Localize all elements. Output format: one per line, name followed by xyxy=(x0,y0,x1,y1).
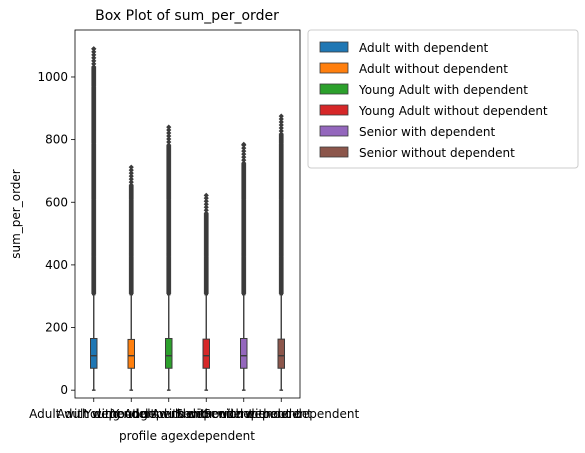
y-tick-label: 1000 xyxy=(37,70,68,84)
outlier-point xyxy=(91,61,97,67)
legend-swatch xyxy=(319,62,349,74)
outlier-point xyxy=(166,124,172,130)
outlier-points xyxy=(166,124,172,296)
y-tick-label: 0 xyxy=(60,383,68,397)
outlier-point xyxy=(128,176,134,182)
outlier-point xyxy=(278,119,284,125)
outlier-point xyxy=(203,204,209,210)
x-tick-label: Senior with dependent xyxy=(176,407,313,421)
legend-frame xyxy=(307,29,579,169)
outlier-point xyxy=(166,127,172,133)
outlier-point xyxy=(128,182,134,188)
legend-label: Adult without dependent xyxy=(359,62,508,76)
box-body xyxy=(127,338,135,369)
box-6 xyxy=(277,113,285,391)
outlier-points xyxy=(128,164,134,296)
outlier-point xyxy=(91,46,97,52)
legend: Adult with dependent Adult without depend… xyxy=(307,29,579,169)
box-2 xyxy=(127,164,135,391)
x-tick-label: Young Adult with dependent xyxy=(83,407,253,421)
outlier-point xyxy=(278,122,284,128)
outlier-point xyxy=(91,52,97,58)
x-tick-label: Adult without dependent xyxy=(57,407,206,421)
outlier-point xyxy=(166,133,172,139)
outlier-point xyxy=(278,116,284,122)
legend-label: Senior without dependent xyxy=(359,146,515,160)
legend-swatch xyxy=(319,146,349,158)
outlier-point xyxy=(241,141,247,147)
y-tick-label: 200 xyxy=(45,321,68,335)
outlier-point xyxy=(203,198,209,204)
y-tick-label: 800 xyxy=(45,133,68,147)
y-tick-label: 400 xyxy=(45,258,68,272)
box-body xyxy=(165,337,173,369)
outlier-points xyxy=(203,192,209,296)
outlier-point xyxy=(91,55,97,61)
box-body xyxy=(240,337,248,369)
legend-swatch xyxy=(319,104,349,116)
plot-frame xyxy=(74,29,301,399)
outlier-point xyxy=(278,113,284,119)
outlier-point xyxy=(128,179,134,185)
x-tick-label: Senior without dependent xyxy=(203,407,359,421)
outlier-point xyxy=(166,136,172,142)
box-1 xyxy=(90,46,98,391)
legend-label: Adult with dependent xyxy=(359,41,489,55)
outlier-point xyxy=(241,151,247,157)
outlier-point xyxy=(278,125,284,131)
outlier-point xyxy=(128,170,134,176)
box-body xyxy=(90,337,98,369)
outlier-point xyxy=(203,192,209,198)
outlier-point xyxy=(278,131,284,137)
outlier-points xyxy=(241,141,247,296)
outlier-points xyxy=(91,46,97,296)
outlier-point xyxy=(203,210,209,216)
outlier-point xyxy=(241,145,247,151)
outlier-point xyxy=(203,207,209,213)
outlier-point xyxy=(241,154,247,160)
box-3 xyxy=(165,124,173,391)
outlier-point xyxy=(128,164,134,170)
outlier-point xyxy=(91,64,97,70)
outlier-point xyxy=(278,128,284,134)
outlier-point xyxy=(241,157,247,163)
outlier-point xyxy=(203,195,209,201)
x-axis-label: profile agexdependent xyxy=(119,429,255,443)
outlier-point xyxy=(166,139,172,145)
outlier-points xyxy=(278,113,284,296)
x-tick-label: Young Adult without dependent xyxy=(111,407,301,421)
outlier-point xyxy=(128,167,134,173)
box-body xyxy=(202,338,210,369)
plot-area xyxy=(90,46,285,391)
legend-label: Senior with dependent xyxy=(359,125,496,139)
legend-label: Young Adult without dependent xyxy=(358,104,548,118)
legend-label: Young Adult with dependent xyxy=(358,83,528,97)
outlier-point xyxy=(91,58,97,64)
legend-swatch xyxy=(319,125,349,137)
box-5 xyxy=(240,141,248,391)
outlier-point xyxy=(91,49,97,55)
chart-title: Box Plot of sum_per_order xyxy=(95,8,279,24)
outlier-point xyxy=(166,130,172,136)
y-axis-label: sum_per_order xyxy=(9,169,23,259)
box-body xyxy=(277,338,285,369)
y-axis: 0 200 400 600 800 1000 xyxy=(37,70,75,397)
outlier-point xyxy=(241,148,247,154)
outlier-point xyxy=(166,142,172,148)
outlier-point xyxy=(128,173,134,179)
y-tick-label: 600 xyxy=(45,195,68,209)
legend-swatch xyxy=(319,41,349,53)
x-tick-label: Adult with dependent xyxy=(29,407,159,421)
outlier-point xyxy=(203,201,209,207)
box-4 xyxy=(202,192,210,391)
outlier-point xyxy=(241,160,247,166)
legend-swatch xyxy=(319,83,349,95)
